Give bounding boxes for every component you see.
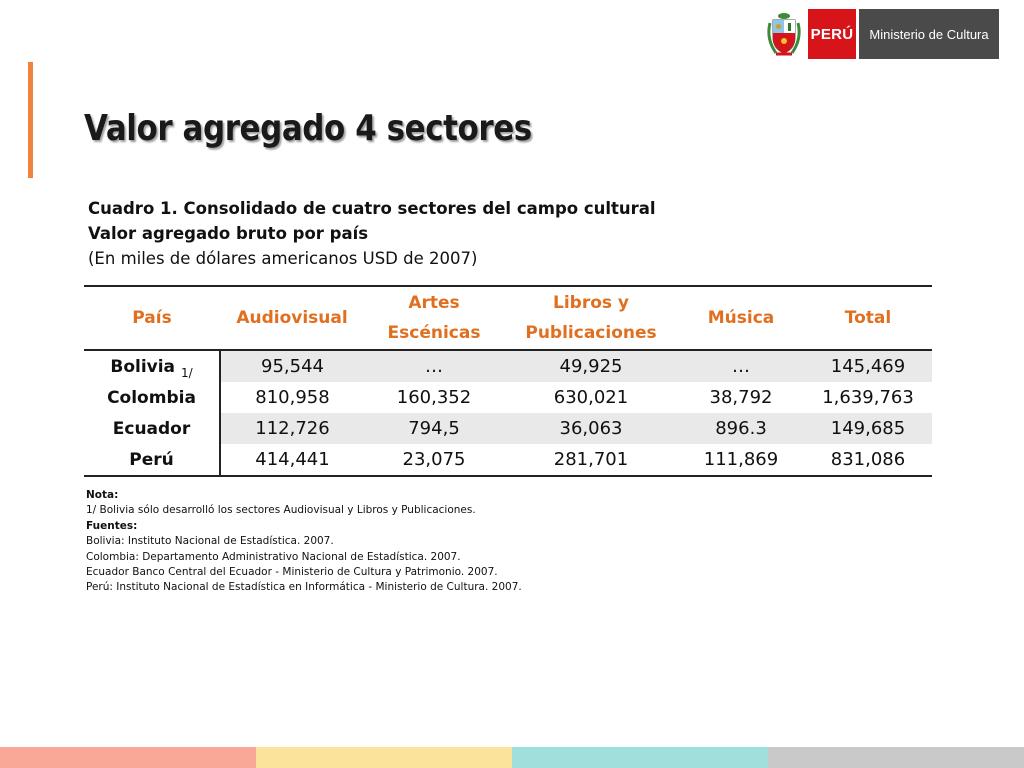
caption-line-2: Valor agregado bruto por país <box>88 224 369 243</box>
audiovisual-cell: 414,441 <box>220 444 364 477</box>
libros-cell: 36,063 <box>504 413 678 444</box>
logo-ministry-label: Ministerio de Cultura <box>859 9 999 59</box>
value-added-table: País Audiovisual Artes Escénicas Libros … <box>84 285 932 477</box>
nota-text: 1/ Bolivia sólo desarrolló los sectores … <box>86 504 476 517</box>
header-audiovisual: Audiovisual <box>220 285 364 351</box>
total-cell: 149,685 <box>804 413 932 444</box>
table-header-row: País Audiovisual Artes Escénicas Libros … <box>84 285 932 351</box>
musica-cell: 38,792 <box>678 382 804 413</box>
libros-cell: 49,925 <box>504 350 678 382</box>
header-pais: País <box>84 285 220 351</box>
total-cell: 831,086 <box>804 444 932 477</box>
table-notes: Nota: 1/ Bolivia sólo desarrolló los sec… <box>86 488 522 596</box>
stripe-salmon <box>0 747 256 768</box>
country-cell: Bolivia 1/ <box>84 350 221 382</box>
table-row: Perú 414,441 23,075 281,701 111,869 831,… <box>84 444 932 477</box>
country-cell: Colombia <box>84 382 221 413</box>
stripe-yellow <box>256 747 512 768</box>
caption-line-1: Cuadro 1. Consolidado de cuatro sectores… <box>88 199 656 218</box>
artes-cell: 160,352 <box>364 382 504 413</box>
table-row: Bolivia 1/ 95,544 … 49,925 … 145,469 <box>84 350 932 382</box>
fuente-item: Bolivia: Instituto Nacional de Estadísti… <box>86 535 334 548</box>
header-libros-line-2: Publicaciones <box>525 323 657 343</box>
libros-cell: 630,021 <box>504 382 678 413</box>
musica-cell: 111,869 <box>678 444 804 477</box>
audiovisual-cell: 112,726 <box>220 413 364 444</box>
accent-bar <box>28 62 33 178</box>
table-row: Ecuador 112,726 794,5 36,063 896.3 149,6… <box>84 413 932 444</box>
stripe-teal <box>512 747 768 768</box>
header-artes-line-1: Artes <box>408 293 460 313</box>
fuentes-heading: Fuentes: <box>86 519 138 532</box>
footer-stripes <box>0 747 1024 768</box>
table-caption: Cuadro 1. Consolidado de cuatro sectores… <box>88 196 656 271</box>
header-libros-line-1: Libros y <box>552 293 629 313</box>
audiovisual-cell: 95,544 <box>220 350 364 382</box>
artes-cell: 794,5 <box>364 413 504 444</box>
header-musica: Música <box>678 285 804 351</box>
header-artes: Artes Escénicas <box>364 285 504 351</box>
musica-cell: 896.3 <box>678 413 804 444</box>
fuente-item: Perú: Instituto Nacional de Estadística … <box>86 581 522 594</box>
table-row: Colombia 810,958 160,352 630,021 38,792 … <box>84 382 932 413</box>
header-total: Total <box>804 285 932 351</box>
peru-coat-of-arms-icon <box>767 13 801 56</box>
country-cell: Ecuador <box>84 413 221 444</box>
artes-cell: 23,075 <box>364 444 504 477</box>
logo-peru-label: PERÚ <box>808 9 856 59</box>
fuente-item: Colombia: Departamento Administrativo Na… <box>86 550 461 563</box>
musica-cell: … <box>678 350 804 382</box>
header-libros: Libros y Publicaciones <box>504 285 678 351</box>
header-artes-line-2: Escénicas <box>387 323 481 343</box>
total-cell: 145,469 <box>804 350 932 382</box>
fuente-item: Ecuador Banco Central del Ecuador - Mini… <box>86 566 498 579</box>
slide-title: Valor agregado 4 sectores <box>84 108 532 149</box>
libros-cell: 281,701 <box>504 444 678 477</box>
artes-cell: … <box>364 350 504 382</box>
country-cell: Perú <box>84 444 221 477</box>
nota-heading: Nota: <box>86 489 119 501</box>
total-cell: 1,639,763 <box>804 382 932 413</box>
country-note: 1/ <box>180 365 193 380</box>
caption-line-3: (En miles de dólares americanos USD de 2… <box>88 249 478 268</box>
ministry-logo: PERÚ Ministerio de Cultura <box>764 9 999 59</box>
stripe-gray <box>768 747 1024 768</box>
audiovisual-cell: 810,958 <box>220 382 364 413</box>
country-name: Bolivia <box>110 356 176 377</box>
